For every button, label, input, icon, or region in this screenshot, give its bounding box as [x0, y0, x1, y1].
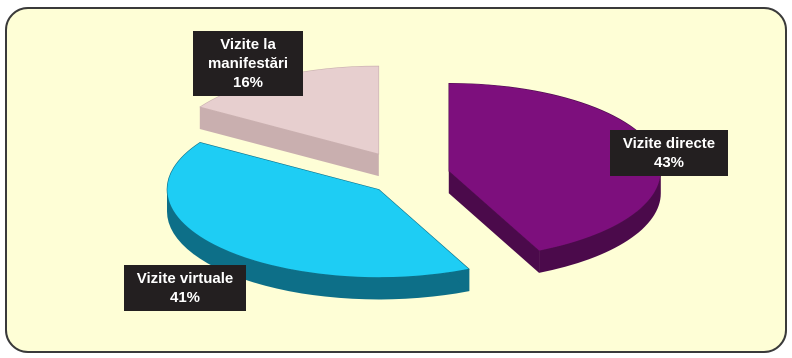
slice-label-manifestari-value: 16% — [232, 74, 264, 91]
slice-label-manifestari-line1: Vizite la — [220, 36, 276, 53]
slice-label-directe: Vizite directe 43% — [610, 130, 728, 176]
slice-manifestari-edge-0 — [199, 106, 379, 177]
slice-directe-edge-1 — [448, 171, 540, 273]
slice-virtuale-top — [166, 142, 470, 278]
slice-directe-side — [539, 171, 661, 273]
slice-label-virtuale-value: 41% — [169, 289, 201, 306]
slice-label-manifestari: Vizite la manifestări 16% — [193, 31, 303, 96]
chart-panel — [5, 7, 787, 353]
slice-directe — [448, 82, 662, 273]
slice-label-manifestari-line2: manifestări — [207, 55, 289, 72]
slice-label-virtuale: Vizite virtuale 41% — [124, 265, 246, 311]
slice-label-virtuale-line1: Vizite virtuale — [136, 270, 234, 287]
slice-label-directe-line1: Vizite directe — [622, 135, 716, 152]
slice-label-directe-value: 43% — [653, 154, 685, 171]
